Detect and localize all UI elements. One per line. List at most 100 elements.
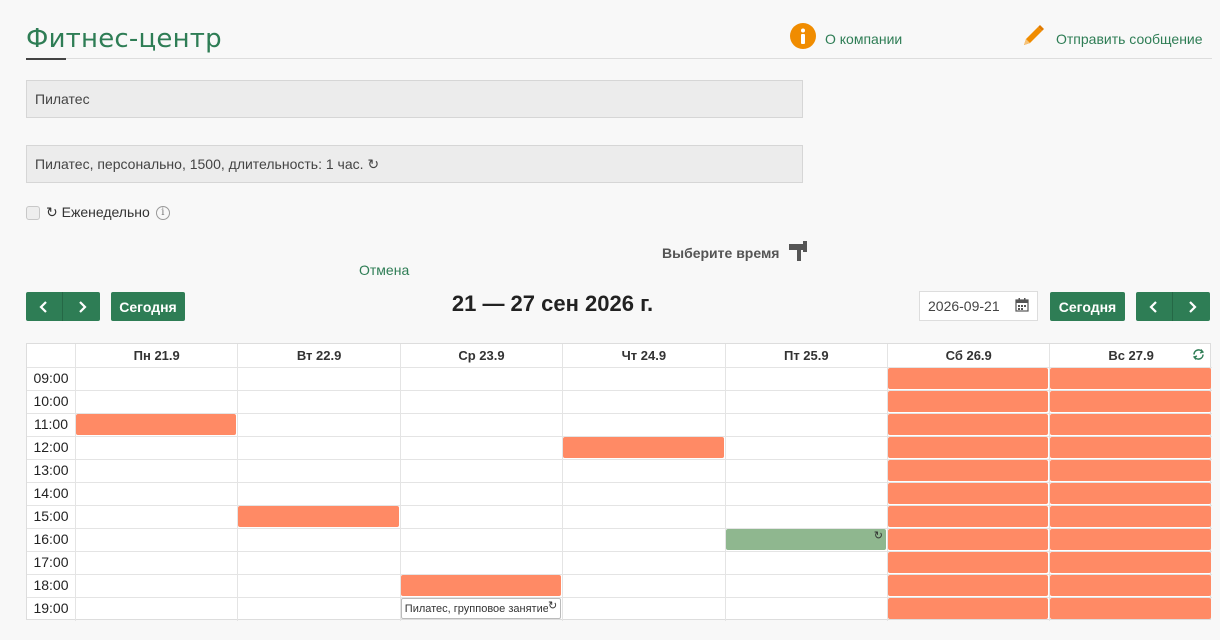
blocked-slot <box>888 552 1049 573</box>
sync-icon[interactable] <box>1192 348 1205 366</box>
busy-slot[interactable] <box>400 575 562 596</box>
blocked-slot <box>888 414 1049 435</box>
blocked-slot <box>888 598 1049 619</box>
next-week-button-right[interactable] <box>1173 292 1210 321</box>
option-select[interactable]: Пилатес, персонально, 1500, длительность… <box>26 145 803 183</box>
blocked-slot <box>1050 483 1211 504</box>
time-label: 14:00 <box>33 485 69 501</box>
cancel-link[interactable]: Отмена <box>359 262 410 278</box>
day-header[interactable]: Пт 25.9 <box>724 344 887 367</box>
weekly-checkbox[interactable] <box>26 205 40 220</box>
blocked-slot <box>1050 575 1211 596</box>
day-header[interactable]: Вс 27.9 <box>1049 344 1211 367</box>
busy-slot[interactable] <box>238 506 399 527</box>
blocked-slot <box>1050 437 1211 458</box>
send-message-link[interactable]: Отправить сообщение <box>1020 23 1203 54</box>
blocked-slot <box>888 368 1049 389</box>
time-label: 12:00 <box>33 439 69 455</box>
grid-line <box>27 436 1212 437</box>
blocked-slot <box>1050 598 1211 619</box>
grid-line <box>27 574 1212 575</box>
blocked-slot <box>888 460 1049 481</box>
blocked-slot <box>888 575 1049 596</box>
chevron-right-icon <box>78 300 87 313</box>
busy-slot[interactable] <box>76 414 237 435</box>
option-select-value: Пилатес, персонально, 1500, длительность… <box>35 155 380 172</box>
blocked-slot <box>888 529 1049 550</box>
choose-time-hint: Выберите время <box>662 239 809 266</box>
pencil-icon <box>1020 23 1046 54</box>
grid-line <box>27 505 1212 506</box>
day-header[interactable]: Ср 23.9 <box>399 344 562 367</box>
day-header[interactable]: Вт 22.9 <box>237 344 399 367</box>
grid-line <box>887 344 888 621</box>
week-calendar: Пн 21.9 Вт 22.9 Ср 23.9 Чт 24.9 Пт 25.9 Сб 26… <box>26 343 1212 621</box>
week-range-title: 21 — 27 сен 2026 г. <box>451 291 654 316</box>
choose-time-label: Выберите время <box>662 244 780 261</box>
repeat-icon: ↻ <box>547 599 558 612</box>
grid-line <box>27 367 1212 368</box>
chevron-left-icon <box>39 300 47 313</box>
blocked-slot <box>1050 529 1211 550</box>
title-underline <box>26 58 66 60</box>
header-divider <box>26 58 1212 59</box>
blocked-slot <box>888 483 1049 504</box>
grid-line <box>1049 344 1050 621</box>
grid-line <box>27 459 1212 460</box>
calendar-icon[interactable] <box>1015 297 1029 315</box>
time-label: 19:00 <box>33 600 69 616</box>
grid-line <box>27 528 1212 529</box>
time-label: 18:00 <box>33 577 69 593</box>
service-select[interactable]: Пилатес <box>26 80 803 118</box>
blocked-slot <box>1050 391 1211 412</box>
info-icon <box>790 23 816 54</box>
day-header[interactable]: Сб 26.9 <box>887 344 1049 367</box>
weekly-label[interactable]: ↻ Еженедельно <box>46 204 150 220</box>
busy-slot[interactable] <box>563 437 724 458</box>
blocked-slot <box>888 391 1049 412</box>
next-week-button[interactable] <box>63 292 100 321</box>
grid-line <box>400 344 401 621</box>
grid-line <box>725 344 726 621</box>
chevron-left-icon <box>1149 300 1157 313</box>
tooltip-text: Пилатес, групповое занятие <box>404 602 549 615</box>
prev-week-button[interactable] <box>26 292 63 321</box>
weekly-option: ↻ Еженедельно i <box>26 204 170 221</box>
send-message-label[interactable]: Отправить сообщение <box>1056 30 1203 47</box>
repeat-icon: ↻ <box>873 530 883 542</box>
grid-line <box>27 482 1212 483</box>
blocked-slot <box>888 506 1049 527</box>
day-header[interactable]: Чт 24.9 <box>562 344 724 367</box>
grid-line <box>75 344 76 621</box>
time-label: 11:00 <box>34 416 68 432</box>
blocked-slot <box>1050 552 1211 573</box>
app-title: Фитнес-центр <box>26 24 222 54</box>
about-company-link[interactable]: О компании <box>790 23 902 54</box>
grid-line <box>562 344 563 621</box>
date-input[interactable]: 2026-09-21 <box>919 291 1038 321</box>
blocked-slot <box>1050 414 1211 435</box>
week-nav-left <box>26 292 100 321</box>
prev-week-button-right[interactable] <box>1136 292 1173 321</box>
day-header[interactable]: Пн 21.9 <box>75 344 237 367</box>
blocked-slot <box>1050 460 1211 481</box>
today-button-right[interactable]: Сегодня <box>1050 292 1125 321</box>
selected-slot[interactable]: ↻ <box>725 529 886 550</box>
time-label: 15:00 <box>33 508 69 524</box>
grid-line <box>27 390 1212 391</box>
info-small-icon[interactable]: i <box>155 205 170 220</box>
grid-line <box>27 597 1212 598</box>
pointing-hand-icon <box>787 239 809 266</box>
time-label: 10:00 <box>33 393 69 409</box>
grid-line <box>27 413 1212 414</box>
today-button[interactable]: Сегодня <box>111 292 185 321</box>
date-input-value: 2026-09-21 <box>928 298 1000 314</box>
grid-line <box>237 344 238 621</box>
time-label: 16:00 <box>33 531 69 547</box>
time-label: 13:00 <box>33 462 69 478</box>
grid-line <box>27 551 1212 552</box>
blocked-slot <box>888 437 1049 458</box>
week-nav-right <box>1136 292 1211 321</box>
chevron-right-icon <box>1188 300 1197 313</box>
about-company-label[interactable]: О компании <box>825 30 903 47</box>
